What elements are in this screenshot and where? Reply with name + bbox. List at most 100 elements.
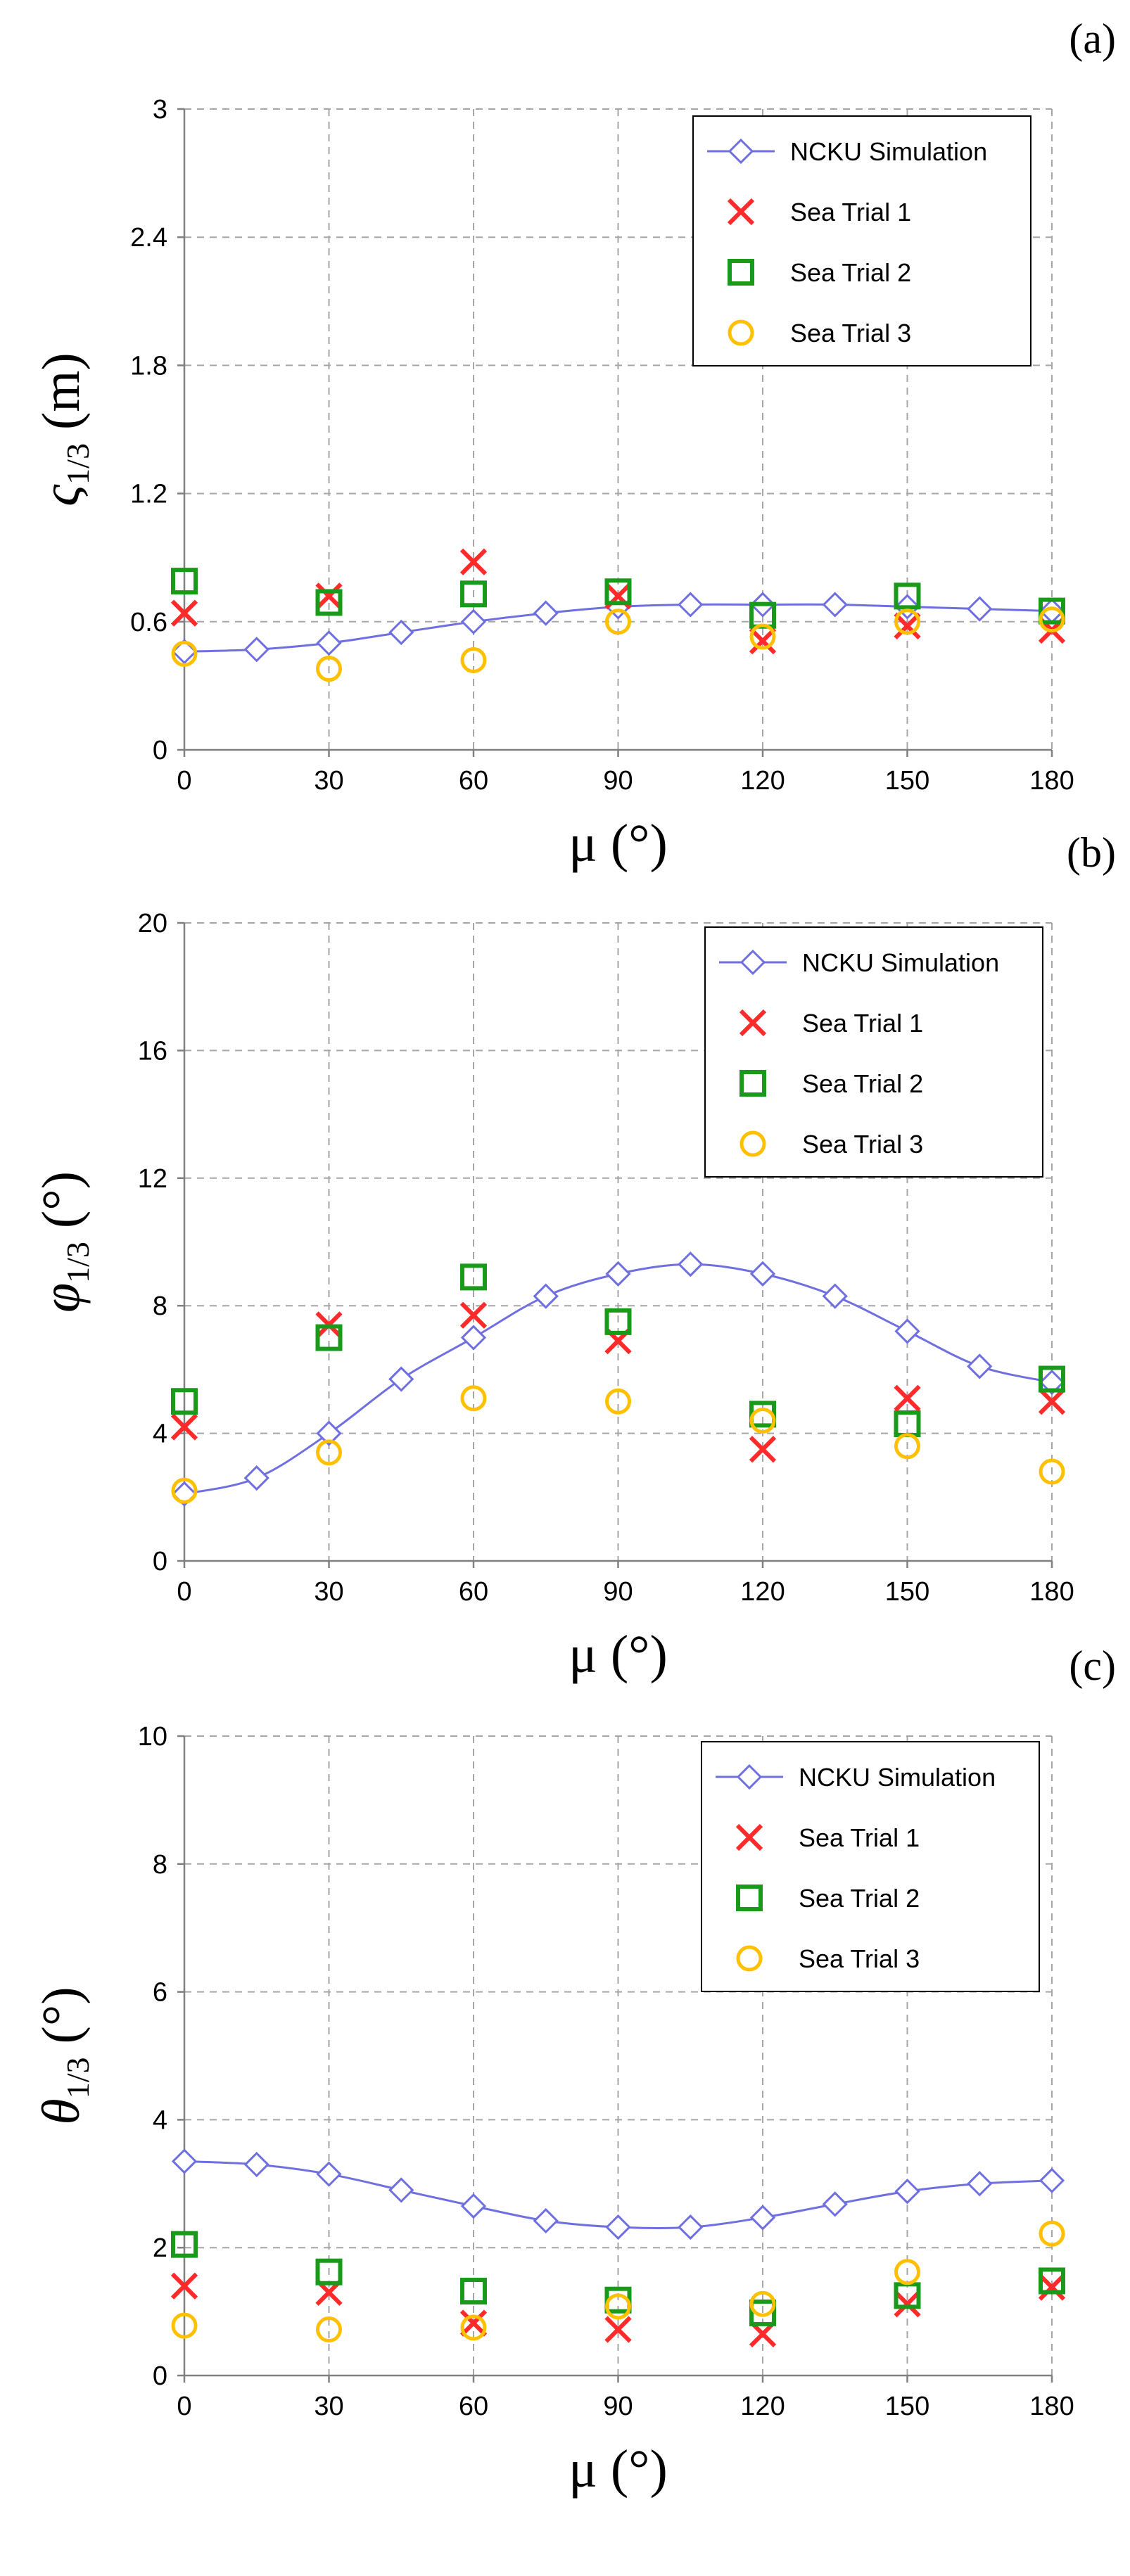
y-tick-label: 6 bbox=[153, 1978, 167, 2008]
data-point bbox=[243, 2151, 269, 2178]
legend-entry: Sea Trial 1 bbox=[739, 1009, 923, 1038]
data-point bbox=[316, 1420, 342, 1446]
data-point bbox=[605, 2214, 631, 2240]
data-point bbox=[1038, 1388, 1066, 1415]
x-marker-stroke bbox=[749, 627, 777, 655]
y-axis-subscript: 1/3 bbox=[60, 443, 96, 485]
data-point bbox=[894, 608, 920, 635]
data-point bbox=[460, 2278, 487, 2305]
data-point bbox=[1039, 2267, 1065, 2295]
data-point bbox=[967, 2171, 993, 2197]
y-tick-label: 4 bbox=[153, 1420, 167, 1449]
x-axis-label: μ (°) bbox=[569, 2440, 668, 2499]
data-point bbox=[171, 2231, 198, 2258]
series-sea-trial-3 bbox=[171, 2220, 1065, 2343]
data-point bbox=[1039, 606, 1065, 633]
y-axis-label: ς1/3 (m) bbox=[32, 352, 96, 506]
data-point bbox=[605, 2293, 631, 2320]
legend-entry: NCKU Simulation bbox=[719, 948, 999, 977]
data-point bbox=[822, 1283, 848, 1309]
x-tick-label: 90 bbox=[603, 1577, 633, 1607]
legend-entry: Sea Trial 3 bbox=[739, 1130, 923, 1159]
data-point bbox=[749, 1407, 776, 1434]
x-tick-label: 150 bbox=[885, 766, 929, 796]
data-point bbox=[1039, 2167, 1065, 2193]
data-point bbox=[678, 1251, 704, 1277]
y-tick-label: 1.8 bbox=[130, 351, 167, 381]
x-axis-label: μ (°) bbox=[569, 1625, 668, 1684]
data-point bbox=[171, 640, 198, 667]
x-tick-label: 150 bbox=[885, 1577, 929, 1607]
legend-label: Sea Trial 3 bbox=[799, 1944, 920, 1973]
y-axis-symbol: θ bbox=[32, 2098, 91, 2124]
x-marker-stroke bbox=[894, 1384, 921, 1412]
series-ncku-simulation bbox=[171, 1251, 1065, 1507]
legend-entry: NCKU Simulation bbox=[716, 1763, 996, 1792]
data-point bbox=[894, 612, 921, 639]
y-tick-label: 0 bbox=[153, 1547, 167, 1576]
legend: NCKU Simulation Sea Trial 1 Sea Trial 2 Sea… bbox=[692, 115, 1031, 366]
data-point bbox=[459, 548, 488, 575]
panel-label: (a) bbox=[1069, 15, 1116, 62]
data-point bbox=[243, 637, 269, 663]
data-point bbox=[604, 578, 632, 606]
x-marker-stroke bbox=[170, 599, 198, 627]
legend-marker bbox=[739, 1009, 767, 1037]
x-tick-label: 90 bbox=[603, 2392, 633, 2421]
data-point bbox=[460, 608, 487, 635]
x-marker-stroke bbox=[1038, 1388, 1066, 1415]
x-marker-stroke bbox=[1038, 2274, 1066, 2301]
series-sea-trial-3 bbox=[171, 606, 1065, 682]
y-axis-subscript: 1/3 bbox=[60, 1242, 96, 1283]
data-point bbox=[460, 1385, 487, 1412]
legend-label: NCKU Simulation bbox=[802, 948, 999, 977]
x-marker-stroke bbox=[170, 2272, 198, 2300]
data-point bbox=[1039, 2220, 1065, 2247]
data-point bbox=[894, 1318, 920, 1344]
y-tick-label: 12 bbox=[138, 1164, 167, 1194]
legend-marker bbox=[735, 1823, 763, 1851]
y-tick-label: 2 bbox=[153, 2233, 167, 2263]
x-tick-label: 30 bbox=[314, 766, 343, 796]
x-tick-label: 90 bbox=[603, 766, 633, 796]
data-point bbox=[894, 2179, 920, 2205]
x-marker-stroke bbox=[315, 582, 343, 610]
y-tick-label: 0 bbox=[153, 2361, 167, 2391]
x-tick-label: 180 bbox=[1029, 2392, 1074, 2421]
x-marker-stroke bbox=[749, 1436, 777, 1463]
x-axis-symbol: μ bbox=[569, 1625, 597, 1684]
legend-marker bbox=[739, 949, 766, 976]
x-tick-label: 120 bbox=[740, 766, 785, 796]
data-point bbox=[171, 1388, 198, 1415]
y-tick-label: 10 bbox=[138, 1722, 167, 1752]
x-marker-stroke bbox=[459, 548, 488, 575]
legend-label: NCKU Simulation bbox=[799, 1763, 996, 1792]
data-point bbox=[460, 580, 487, 608]
y-tick-label: 1.2 bbox=[130, 480, 167, 509]
legend-marker bbox=[736, 1764, 763, 1790]
legend-entry: Sea Trial 3 bbox=[736, 1944, 920, 1973]
data-point bbox=[894, 1433, 920, 1460]
y-tick-label: 8 bbox=[153, 1292, 167, 1321]
legend-marker bbox=[727, 198, 755, 226]
y-axis-unit: (°) bbox=[32, 1171, 91, 1242]
x-axis-symbol: μ bbox=[569, 814, 597, 873]
panel-label: (c) bbox=[1069, 1643, 1116, 1689]
x-tick-label: 30 bbox=[314, 1577, 343, 1607]
data-point bbox=[316, 2316, 342, 2343]
data-point bbox=[749, 2290, 776, 2317]
data-point bbox=[171, 568, 198, 595]
y-axis-label: φ1/3 (°) bbox=[32, 1171, 96, 1313]
x-marker-stroke bbox=[894, 2290, 921, 2318]
legend-entry: Sea Trial 1 bbox=[727, 198, 911, 227]
y-axis-symbol: ς bbox=[32, 484, 91, 506]
data-point bbox=[1039, 1365, 1065, 1393]
data-point bbox=[460, 1325, 487, 1351]
x-tick-label: 180 bbox=[1029, 1577, 1074, 1607]
data-point bbox=[967, 596, 993, 622]
data-point bbox=[605, 1261, 631, 1287]
y-tick-label: 16 bbox=[138, 1036, 167, 1066]
x-marker-stroke bbox=[739, 1009, 767, 1037]
